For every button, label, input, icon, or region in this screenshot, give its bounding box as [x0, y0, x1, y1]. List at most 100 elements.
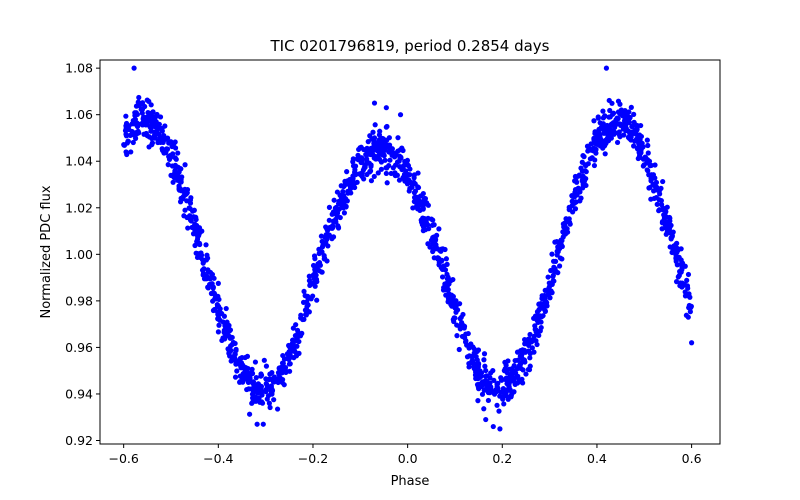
data-point	[383, 124, 389, 130]
data-point	[192, 242, 198, 249]
data-point	[378, 159, 385, 165]
data-point	[259, 392, 265, 398]
data-point	[357, 145, 363, 151]
data-point	[209, 271, 216, 278]
data-point	[132, 135, 139, 141]
data-point	[180, 194, 186, 200]
data-point	[600, 115, 606, 121]
data-point	[196, 240, 203, 247]
data-point	[350, 156, 356, 162]
data-point	[397, 112, 404, 118]
y-tick-label: 0.94	[65, 386, 93, 401]
data-point	[215, 315, 222, 321]
data-point	[551, 269, 558, 275]
data-point	[459, 333, 465, 340]
data-point	[571, 194, 578, 200]
data-point	[155, 138, 162, 144]
data-point	[685, 271, 692, 278]
data-point	[648, 162, 654, 168]
data-point	[502, 376, 508, 382]
data-point	[648, 175, 654, 182]
data-point	[386, 135, 392, 141]
data-point	[572, 173, 579, 180]
data-point	[617, 111, 623, 117]
data-point	[165, 162, 171, 168]
data-point	[161, 132, 167, 139]
data-point	[173, 156, 179, 162]
chart-title: TIC 0201796819, period 0.2854 days	[269, 37, 549, 55]
data-point	[560, 234, 566, 240]
data-point	[245, 379, 252, 385]
data-point	[445, 296, 452, 302]
data-point	[316, 259, 323, 266]
data-point	[667, 244, 673, 250]
data-point	[604, 129, 610, 135]
data-point	[182, 162, 188, 168]
data-point	[138, 106, 144, 112]
data-point	[576, 172, 582, 178]
data-point	[190, 208, 196, 214]
data-point	[410, 205, 416, 211]
data-point	[250, 389, 256, 395]
data-point	[228, 358, 234, 364]
data-point	[134, 131, 140, 137]
data-point	[264, 396, 270, 402]
data-point	[252, 359, 259, 365]
data-point	[521, 347, 528, 353]
data-point	[603, 65, 610, 71]
data-point	[347, 182, 353, 188]
data-point	[187, 197, 194, 203]
data-point	[370, 129, 376, 135]
data-point	[376, 143, 382, 149]
data-point	[131, 65, 137, 71]
data-point	[481, 406, 487, 412]
data-point	[393, 150, 399, 156]
data-point	[232, 355, 238, 361]
data-point	[465, 330, 471, 337]
data-point	[175, 150, 181, 156]
data-point	[532, 313, 539, 319]
data-point	[319, 249, 325, 255]
x-axis-label: Phase	[391, 474, 430, 489]
data-point	[247, 373, 253, 379]
data-point	[345, 190, 351, 196]
data-point	[340, 201, 346, 207]
data-point	[666, 226, 672, 233]
data-point	[463, 338, 469, 344]
y-axis-label: Normalized PDC flux	[39, 185, 54, 318]
data-point	[442, 267, 449, 273]
data-point	[311, 253, 318, 259]
data-point	[244, 386, 250, 393]
data-point	[294, 337, 300, 343]
data-point	[628, 131, 634, 138]
data-point	[133, 103, 140, 109]
data-point	[562, 220, 568, 226]
data-point	[194, 236, 201, 243]
data-point	[651, 195, 657, 202]
data-point	[423, 219, 430, 226]
data-point	[381, 153, 387, 159]
data-point	[301, 316, 307, 322]
data-point	[187, 213, 193, 219]
data-point	[570, 209, 576, 215]
data-point	[177, 199, 184, 205]
data-point	[396, 177, 403, 183]
data-point	[651, 188, 657, 194]
data-point	[149, 142, 155, 148]
data-point	[532, 323, 538, 329]
data-point	[305, 293, 311, 299]
data-point	[543, 298, 549, 305]
data-point	[211, 275, 217, 281]
data-point	[556, 263, 563, 269]
data-point	[593, 150, 599, 156]
data-point	[543, 303, 549, 309]
data-point	[352, 180, 358, 186]
data-point	[197, 254, 203, 260]
data-point	[254, 421, 260, 427]
data-point	[657, 191, 663, 197]
data-point	[392, 170, 398, 176]
data-point	[375, 170, 381, 176]
data-point	[678, 261, 684, 267]
data-point	[678, 246, 684, 252]
